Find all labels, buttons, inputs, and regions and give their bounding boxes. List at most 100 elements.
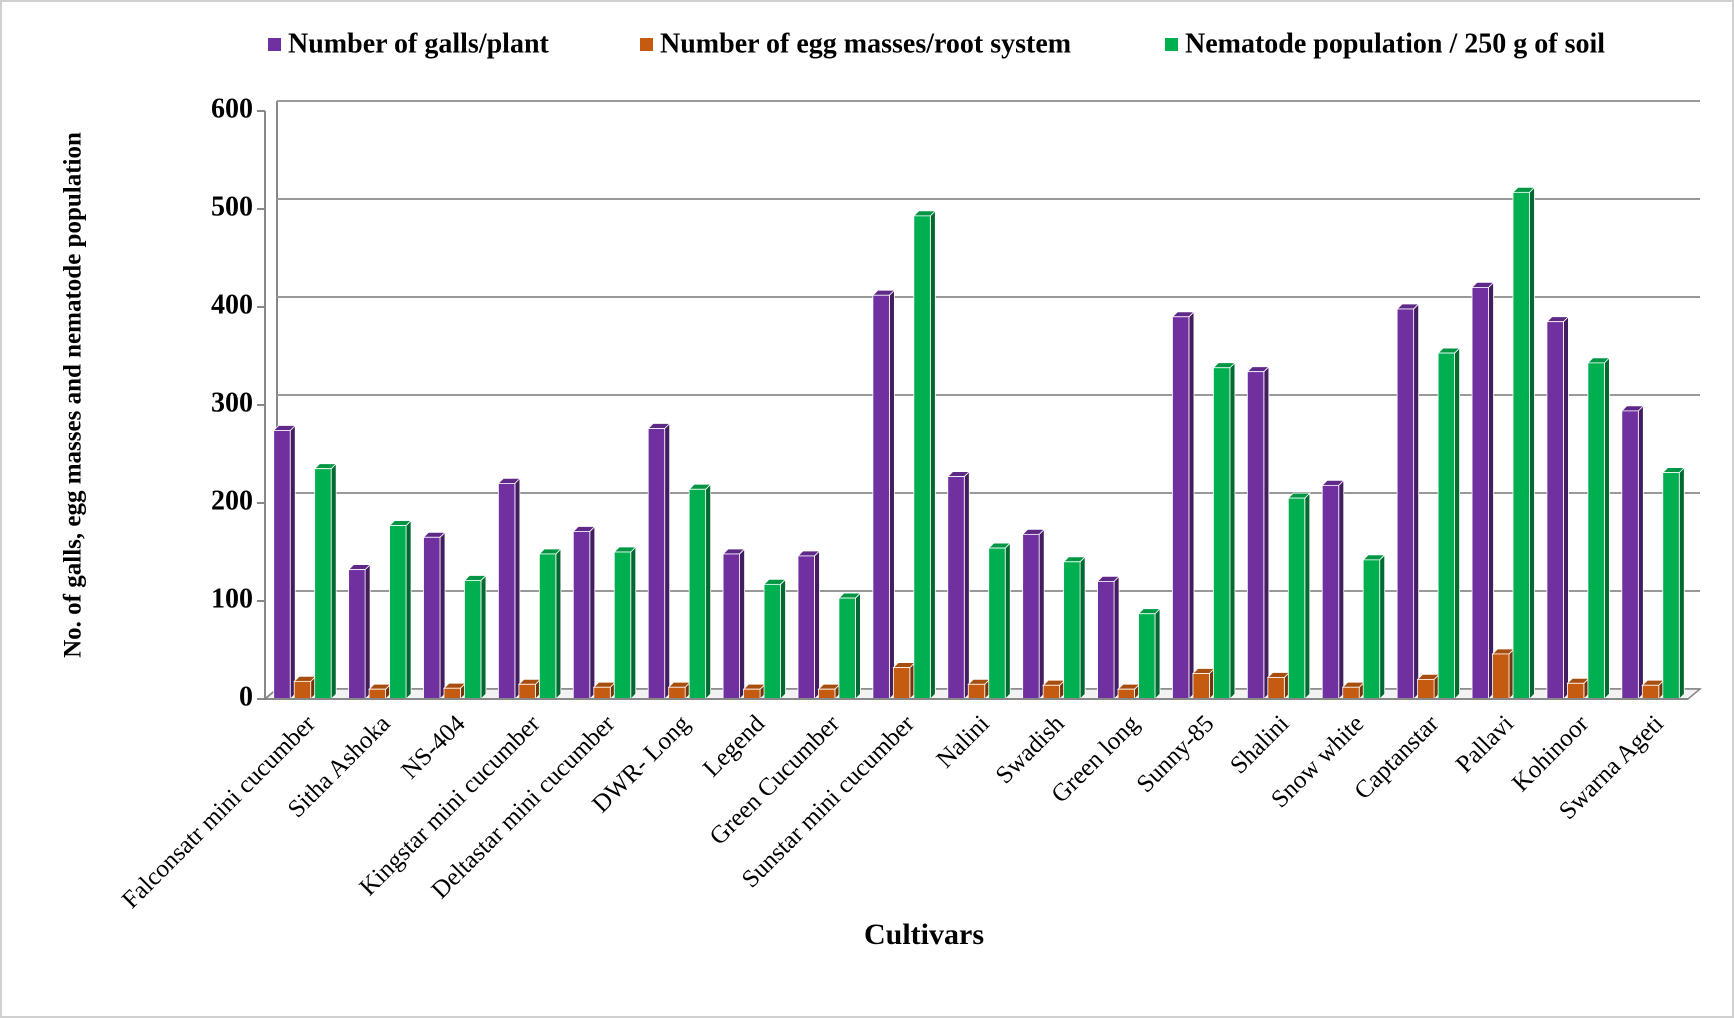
bar bbox=[1362, 559, 1381, 700]
bar-side bbox=[1413, 302, 1420, 700]
x-tick-label: Sunny-85 bbox=[1132, 710, 1220, 798]
bar-side bbox=[855, 592, 861, 700]
bar bbox=[797, 555, 815, 700]
x-tick-label: NS-404 bbox=[396, 710, 470, 784]
bar bbox=[763, 583, 781, 700]
bar bbox=[1641, 684, 1660, 700]
bar bbox=[1063, 561, 1081, 700]
bar-side bbox=[630, 546, 637, 700]
bar bbox=[668, 686, 686, 700]
bar-side bbox=[1079, 555, 1086, 700]
bar bbox=[988, 547, 1006, 700]
bar-side bbox=[1603, 356, 1610, 700]
bar bbox=[1117, 688, 1135, 700]
bar bbox=[613, 551, 632, 700]
bar bbox=[818, 688, 836, 700]
bar-side bbox=[705, 483, 712, 700]
bar bbox=[1246, 371, 1265, 700]
bar bbox=[538, 553, 557, 700]
bar-side bbox=[514, 477, 521, 700]
bar-side bbox=[1529, 186, 1535, 700]
bar bbox=[1567, 682, 1585, 700]
bar bbox=[273, 430, 291, 700]
bar-side bbox=[480, 574, 487, 700]
bar bbox=[348, 569, 366, 700]
bar bbox=[722, 553, 740, 700]
legend-swatch bbox=[1165, 38, 1178, 51]
bar-side bbox=[589, 525, 596, 700]
legend-label: Nematode population / 250 g of soil bbox=[1185, 28, 1605, 59]
bar bbox=[1417, 679, 1435, 700]
bar bbox=[743, 688, 761, 700]
bar bbox=[688, 488, 707, 700]
bar-side bbox=[555, 547, 562, 700]
bar-side bbox=[1263, 365, 1270, 700]
bar bbox=[913, 215, 931, 700]
bar-side bbox=[1563, 315, 1569, 700]
bar-side bbox=[1379, 553, 1386, 700]
bar bbox=[647, 428, 666, 700]
bar-side bbox=[1304, 492, 1311, 700]
bar-side bbox=[814, 549, 820, 700]
bar bbox=[368, 688, 386, 700]
bar-side bbox=[1488, 281, 1494, 700]
bar bbox=[314, 468, 332, 700]
bar bbox=[1287, 497, 1306, 700]
y-tick-label: 0 bbox=[239, 681, 253, 712]
bar-side bbox=[1113, 575, 1120, 700]
y-tick-label: 100 bbox=[211, 583, 253, 614]
bar bbox=[1192, 673, 1210, 700]
bar bbox=[498, 482, 516, 700]
bar bbox=[1396, 308, 1415, 700]
bar-side bbox=[330, 462, 337, 700]
bar-side bbox=[1038, 528, 1045, 700]
bar-side bbox=[405, 519, 412, 700]
bar-side bbox=[439, 531, 446, 700]
x-tick-label: Legend bbox=[698, 710, 770, 782]
bar bbox=[1172, 316, 1190, 700]
bar-side bbox=[1154, 607, 1161, 700]
legend-label: Number of egg masses/root system bbox=[660, 28, 1071, 59]
bar bbox=[1621, 410, 1639, 700]
bar-side bbox=[780, 578, 786, 700]
y-tick-label: 500 bbox=[211, 191, 253, 222]
bar bbox=[947, 476, 965, 700]
bar-side bbox=[1229, 361, 1236, 700]
bar bbox=[1546, 321, 1564, 700]
bar-side bbox=[1678, 466, 1685, 700]
bar bbox=[1512, 191, 1530, 700]
legend-swatch bbox=[268, 38, 281, 51]
bar bbox=[423, 536, 441, 700]
bar bbox=[1471, 286, 1489, 700]
bar bbox=[1097, 581, 1115, 700]
bar bbox=[1342, 686, 1360, 700]
bar bbox=[1267, 677, 1285, 700]
y-tick-label: 400 bbox=[211, 289, 253, 320]
bar bbox=[443, 687, 461, 700]
x-tick-label: Nalini bbox=[932, 710, 995, 773]
bar-side bbox=[1454, 347, 1460, 700]
bar bbox=[593, 686, 611, 700]
y-tick-label: 200 bbox=[211, 485, 253, 516]
bar bbox=[872, 294, 890, 700]
bar bbox=[572, 531, 591, 700]
bar bbox=[1662, 472, 1680, 700]
y-tick-label: 600 bbox=[211, 93, 253, 124]
bar-side bbox=[963, 470, 970, 700]
bar-side bbox=[1637, 404, 1644, 700]
x-tick-label: Green Cucumber bbox=[705, 710, 846, 851]
bar-side bbox=[739, 547, 745, 700]
bar-side bbox=[888, 289, 895, 700]
bar bbox=[518, 683, 536, 700]
bar bbox=[293, 680, 312, 700]
bar bbox=[967, 683, 986, 700]
y-tick-label: 300 bbox=[211, 387, 253, 418]
bar bbox=[464, 580, 482, 700]
x-tick-label: Shalini bbox=[1225, 710, 1294, 779]
bar bbox=[1587, 362, 1605, 700]
bar-side bbox=[664, 422, 671, 700]
bar bbox=[389, 525, 407, 700]
bar-side bbox=[364, 563, 371, 700]
